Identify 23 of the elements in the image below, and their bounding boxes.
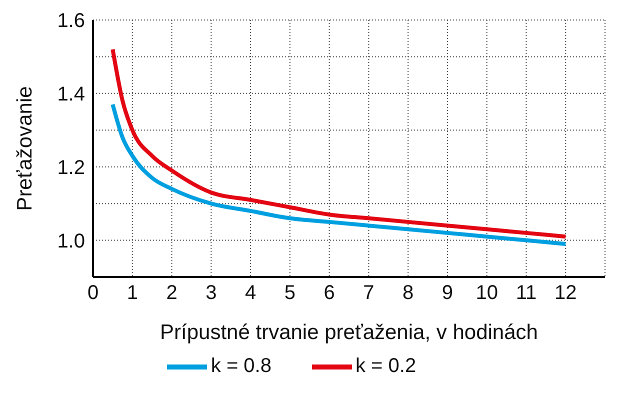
x-tick-label: 10 [476, 282, 498, 304]
x-axis-title: Prípustné trvanie preťaženia, v hodinách [160, 321, 538, 344]
y-tick-label: 1.0 [57, 230, 85, 252]
x-tick-label: 4 [244, 282, 256, 304]
x-tick-label: 12 [554, 282, 577, 304]
y-tick-label: 1.2 [57, 156, 85, 179]
legend-label: k = 0.8 [210, 355, 272, 378]
y-tick-label: 1.4 [57, 84, 85, 106]
x-tick-label: 2 [166, 282, 178, 304]
y-axis-title: Preťažovanie [13, 86, 36, 211]
line-series [110, 102, 568, 246]
x-tick-label: 1 [126, 282, 138, 304]
x-tick-label: 7 [363, 282, 374, 304]
x-tick-label: 3 [206, 282, 217, 304]
x-tick-label: 8 [402, 282, 414, 304]
y-tick-label: 1.6 [57, 10, 85, 32]
line-series [110, 47, 568, 239]
x-tick-label: 11 [516, 282, 537, 304]
legend-label: k = 0.2 [356, 355, 416, 378]
x-tick-label: 0 [87, 282, 99, 304]
x-tick-label: 9 [442, 282, 454, 304]
x-tick-label: 5 [284, 282, 296, 304]
x-tick-label: 6 [324, 282, 335, 304]
